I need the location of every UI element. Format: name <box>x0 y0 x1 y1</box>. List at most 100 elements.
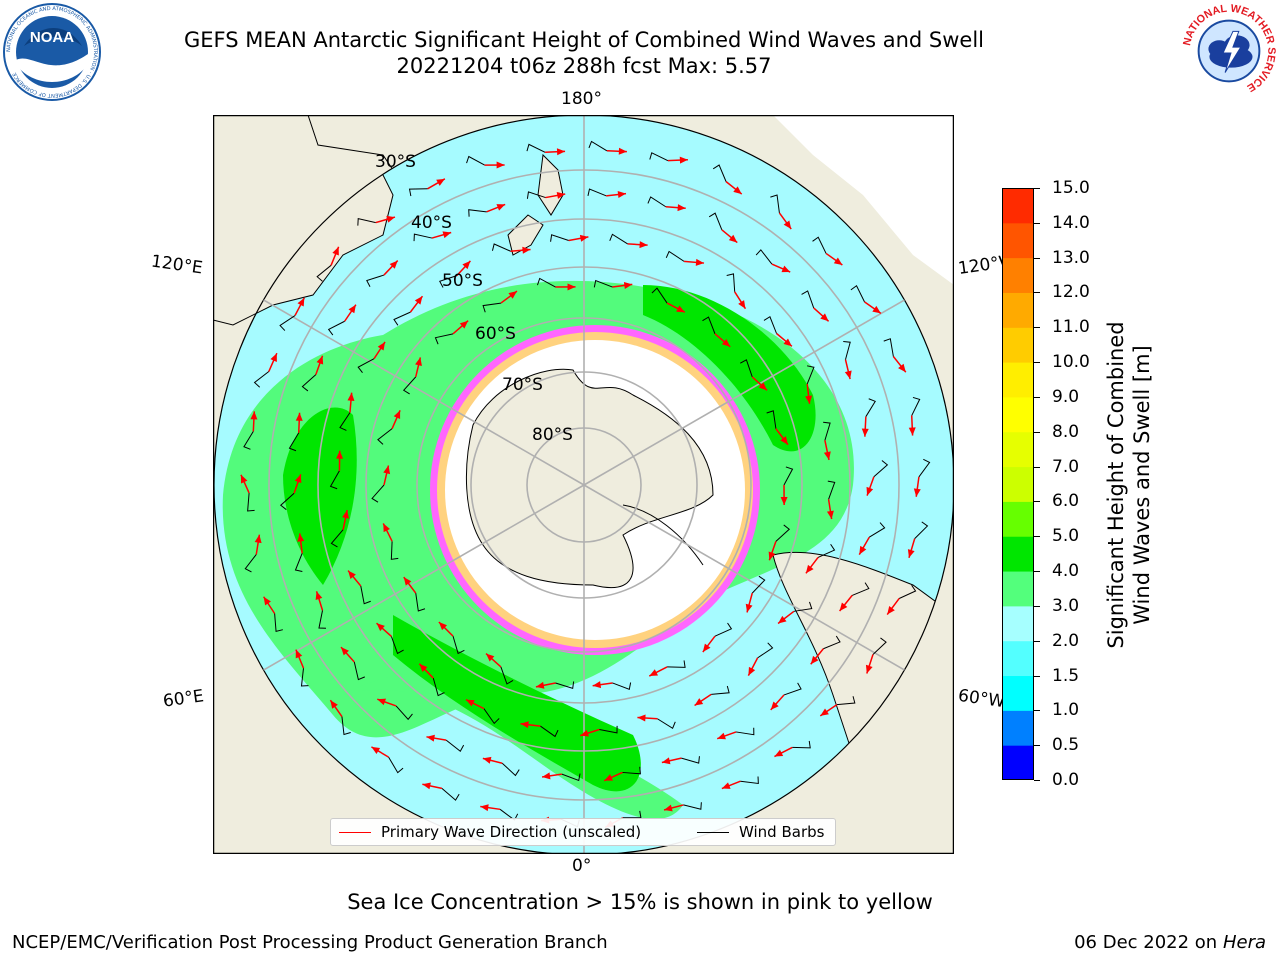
wind-barb <box>708 212 723 231</box>
wave-arrow-head <box>270 353 277 362</box>
wave-arrow-head <box>567 283 576 291</box>
wave-arrow-head <box>866 486 874 496</box>
map-frame-border <box>213 115 954 854</box>
colorbar-tick-label: 0.0 <box>1052 770 1080 790</box>
wind-barb <box>651 287 668 304</box>
wind-barb <box>763 316 778 334</box>
wave-arrow-head <box>240 474 248 484</box>
wind-barb <box>726 273 736 292</box>
colorbar-tick-mark <box>1034 292 1040 294</box>
wind-barb <box>434 333 454 345</box>
wind-barb <box>316 264 332 282</box>
wave-arrow-head <box>770 701 779 710</box>
colorbar-label-line1: Significant Height of Combined <box>1104 321 1128 649</box>
wave-arrow-head <box>604 774 613 781</box>
wind-barb <box>827 480 836 500</box>
colorbar-label-line2: Wind Waves and Swell [m] <box>1130 345 1154 625</box>
chart-subtitle: 20221204 t06z 288h fcst Max: 5.57 <box>396 54 772 78</box>
wave-arrow-head <box>415 357 422 367</box>
wave-arrow-head <box>664 804 673 812</box>
credit-date: 06 Dec 2022 on Hera <box>1074 932 1266 953</box>
latitude-label: 30°S <box>375 152 416 172</box>
wind-barb <box>775 524 791 542</box>
colorbar-tick-label: 6.0 <box>1052 491 1080 512</box>
wind-barb <box>357 218 376 226</box>
wind-barb <box>339 412 351 431</box>
wave-arrow-head <box>386 215 395 223</box>
colorbar-segment <box>1002 396 1034 433</box>
wind-barb <box>390 541 399 560</box>
colorbar-tick-label: 10.0 <box>1052 352 1090 373</box>
wind-barb <box>526 191 546 199</box>
credit-organization: NCEP/EMC/Verification Post Processing Pr… <box>12 932 608 953</box>
wind-barb <box>439 275 457 288</box>
wave-arrow-head <box>414 296 423 305</box>
wind-barb <box>681 756 700 764</box>
wave-arrow-head <box>649 669 659 677</box>
lon-label-0: 0° <box>572 856 592 876</box>
ocean-high-waves-east <box>643 285 816 452</box>
chart-title: GEFS MEAN Antarctic Significant Height o… <box>183 28 985 52</box>
wave-arrow-head <box>913 488 921 497</box>
colorbar-tick-mark <box>1034 188 1040 189</box>
wave-arrow-head <box>436 178 445 186</box>
wind-barb <box>823 421 831 441</box>
wave-arrow-head <box>347 392 355 401</box>
wind-barb <box>279 315 296 331</box>
wave-arrow-head <box>254 534 262 544</box>
wind-barb <box>593 279 613 288</box>
wave-arrow-head <box>297 297 305 307</box>
wave-arrow-head <box>805 395 813 404</box>
wave-arrow-head <box>758 382 768 391</box>
wind-barb <box>482 302 501 313</box>
wave-arrow-head <box>839 602 848 611</box>
wave-arrow-head <box>774 749 784 757</box>
wind-barb <box>712 164 727 182</box>
wind-barb <box>667 660 686 668</box>
wind-barb <box>445 739 465 753</box>
wind-barb <box>468 209 487 217</box>
wave-arrow-head <box>580 729 589 737</box>
wave-arrow-head <box>466 699 475 707</box>
wave-arrow-head <box>376 623 385 632</box>
wind-barb <box>408 188 428 197</box>
credit-machine: Hera <box>1222 932 1266 953</box>
wave-arrow-head <box>422 782 431 790</box>
wind-barb <box>740 776 759 785</box>
wind-barb <box>243 431 254 450</box>
wind-barb <box>657 718 676 730</box>
wind-barb <box>288 432 300 452</box>
wave-arrow-head <box>717 732 726 740</box>
latitude-label: 40°S <box>411 213 452 233</box>
wave-arrow-head <box>820 708 829 716</box>
wind-barb <box>353 661 366 681</box>
colorbar-tick-label: 7.0 <box>1052 456 1080 477</box>
wave-arrow-head <box>861 428 869 437</box>
wind-barb <box>371 484 385 503</box>
wave-arrow-head <box>336 450 344 459</box>
wave-arrow-head <box>639 241 648 249</box>
wave-arrow-head <box>341 647 349 656</box>
colorbar-tick-label: 3.0 <box>1052 595 1080 616</box>
map-legend: Primary Wave Direction (unscaled) Wind B… <box>330 818 836 846</box>
colorbar-tick-label: 12.0 <box>1052 282 1090 303</box>
wind-barb <box>357 358 375 374</box>
wave-arrow-head <box>419 663 428 673</box>
wave-arrow-head <box>542 772 551 780</box>
wind-barb <box>911 396 921 416</box>
colorbar-tick-label: 8.0 <box>1052 421 1080 442</box>
wave-arrow-head <box>805 564 814 574</box>
colorbar-tick-mark <box>1034 466 1040 468</box>
wave-arrow-head <box>508 291 517 299</box>
wave-arrow-head <box>898 363 906 373</box>
wind-barb <box>599 725 618 734</box>
wind-barb <box>500 666 514 685</box>
colorbar-tick-label: 9.0 <box>1052 386 1080 407</box>
wave-arrow-head <box>522 246 531 254</box>
wave-arrow-head <box>820 313 829 322</box>
colorbar-segment <box>1002 327 1034 363</box>
antarctic-peninsula-outline <box>622 504 704 566</box>
wind-barb <box>711 685 730 695</box>
wind-barb <box>914 521 929 539</box>
wind-barb <box>735 727 755 736</box>
